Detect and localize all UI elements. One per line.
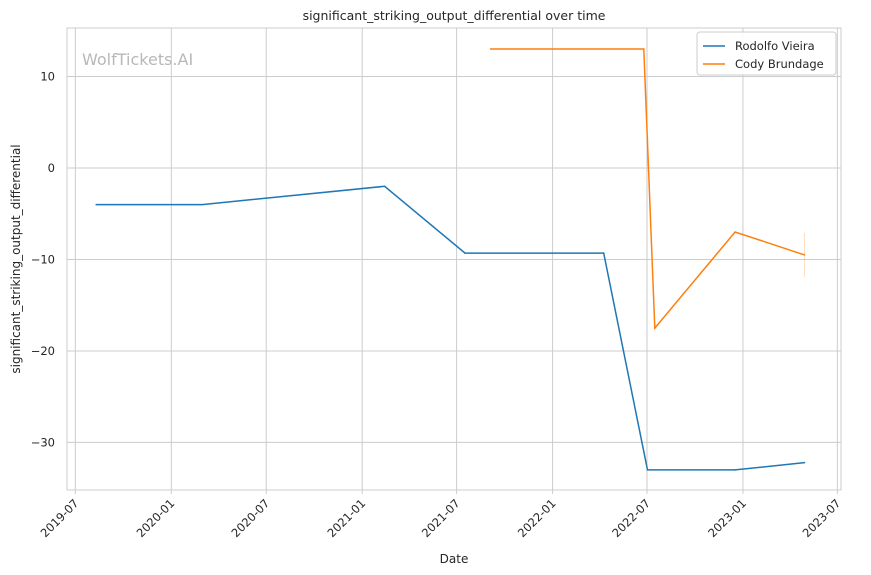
legend: Rodolfo Vieira Cody Brundage bbox=[696, 31, 837, 76]
x-tick-label: 2019-07 bbox=[38, 496, 82, 540]
data-point bbox=[602, 252, 605, 254]
y-tick-label: 10 bbox=[40, 69, 55, 83]
y-tick-label: −10 bbox=[31, 252, 55, 266]
x-tick-label: 2023-01 bbox=[705, 496, 749, 540]
chart-title: significant_striking_output_differential… bbox=[303, 8, 606, 23]
y-tick-label: −20 bbox=[31, 344, 55, 358]
legend-label: Cody Brundage bbox=[735, 57, 824, 71]
x-tick-label: 2022-01 bbox=[515, 496, 559, 540]
data-point bbox=[464, 252, 466, 254]
data-point bbox=[646, 469, 649, 471]
plot-frame bbox=[66, 27, 842, 491]
data-point bbox=[383, 185, 386, 188]
y-axis-label: significant_striking_output_differential bbox=[9, 144, 23, 373]
data-point bbox=[803, 254, 806, 256]
data-point bbox=[734, 469, 736, 471]
data-point bbox=[654, 327, 656, 329]
data-point bbox=[201, 203, 203, 206]
x-tick-labels: 2019-07 2020-01 2020-07 2021-01 2021-07 2022-… bbox=[38, 496, 844, 540]
x-tick-label: 2021-07 bbox=[419, 496, 463, 540]
data-point bbox=[734, 231, 736, 233]
y-tick-label: −30 bbox=[31, 435, 55, 449]
series-lines bbox=[95, 48, 806, 471]
y-tick-label: 0 bbox=[48, 161, 55, 175]
data-point bbox=[95, 203, 97, 206]
legend-box bbox=[696, 31, 837, 76]
legend-label: Rodolfo Vieira bbox=[735, 39, 815, 53]
grid-lines bbox=[67, 28, 841, 494]
x-tick-label: 2021-01 bbox=[324, 496, 368, 540]
x-tick-label: 2022-07 bbox=[609, 496, 653, 540]
series-line-1 bbox=[490, 48, 805, 331]
series-line-0 bbox=[96, 185, 805, 471]
watermark: WolfTickets.AI bbox=[82, 50, 193, 69]
data-point bbox=[803, 461, 806, 464]
x-tick-label: 2020-07 bbox=[228, 496, 272, 540]
data-point bbox=[489, 48, 492, 50]
x-axis-label: Date bbox=[440, 552, 469, 566]
y-tick-labels: 10 0 −10 −20 −30 bbox=[31, 69, 55, 449]
x-tick-label: 2020-01 bbox=[134, 496, 178, 540]
x-tick-label: 2023-07 bbox=[800, 496, 844, 540]
data-point bbox=[643, 48, 645, 50]
